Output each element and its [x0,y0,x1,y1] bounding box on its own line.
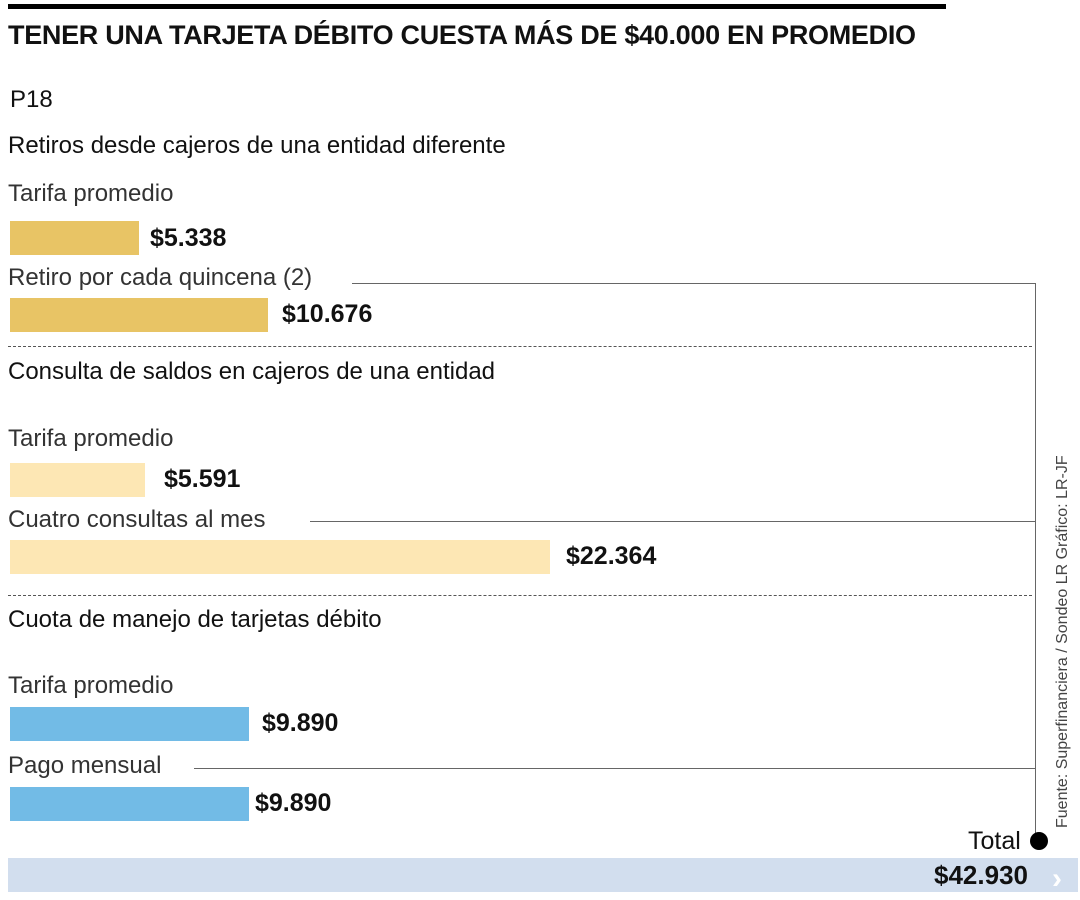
total-value: $42.930 [934,860,1028,890]
bar-retiros-quincena [10,298,268,332]
section-divider [8,346,1032,347]
value-label: $10.676 [282,300,373,328]
item-label: Retiro por cada quincena (2) [8,264,313,291]
source-credit: Fuente: Superfinanciera / Sondeo LR Gráf… [1044,398,1080,828]
group-title-cuota: Cuota de manejo de tarjetas débito [8,606,382,633]
connector-line [352,283,1036,284]
item-label: Pago mensual [8,752,162,779]
total-bar [8,858,1078,892]
total-dot [1030,832,1048,850]
chart-title: TENER UNA TARJETA DÉBITO CUESTA MÁS DE $… [8,20,916,50]
value-label: $9.890 [255,789,332,817]
value-label: $22.364 [566,542,657,570]
source-credit-text: Fuente: Superfinanciera / Sondeo LR Gráf… [1054,455,1071,828]
title-rule [8,4,946,9]
bar-retiros-tarifa [10,221,139,255]
item-label: Cuatro consultas al mes [8,506,266,533]
section-divider [8,595,1032,596]
bar-consulta-tarifa [10,463,145,497]
bar-cuota-tarifa [10,707,249,741]
value-label: $5.591 [164,465,241,493]
item-label: Tarifa promedio [8,425,174,452]
chevron-right-icon: › [1052,862,1062,895]
connector-line [194,768,1036,769]
value-label: $5.338 [150,224,227,252]
item-label: Tarifa promedio [8,180,174,207]
connector-line [310,521,1036,522]
bar-cuota-mensual [10,787,249,821]
group-title-consulta: Consulta de saldos en cajeros de una ent… [8,358,496,385]
value-label: $9.890 [262,709,339,737]
chart-code: P18 [10,86,53,113]
item-label: Tarifa promedio [8,672,174,699]
total-label: Total [968,827,1021,855]
group-title-retiros: Retiros desde cajeros de una entidad dif… [8,132,506,159]
bar-consulta-cuatro [10,540,550,574]
total-connector-line [1035,283,1036,839]
